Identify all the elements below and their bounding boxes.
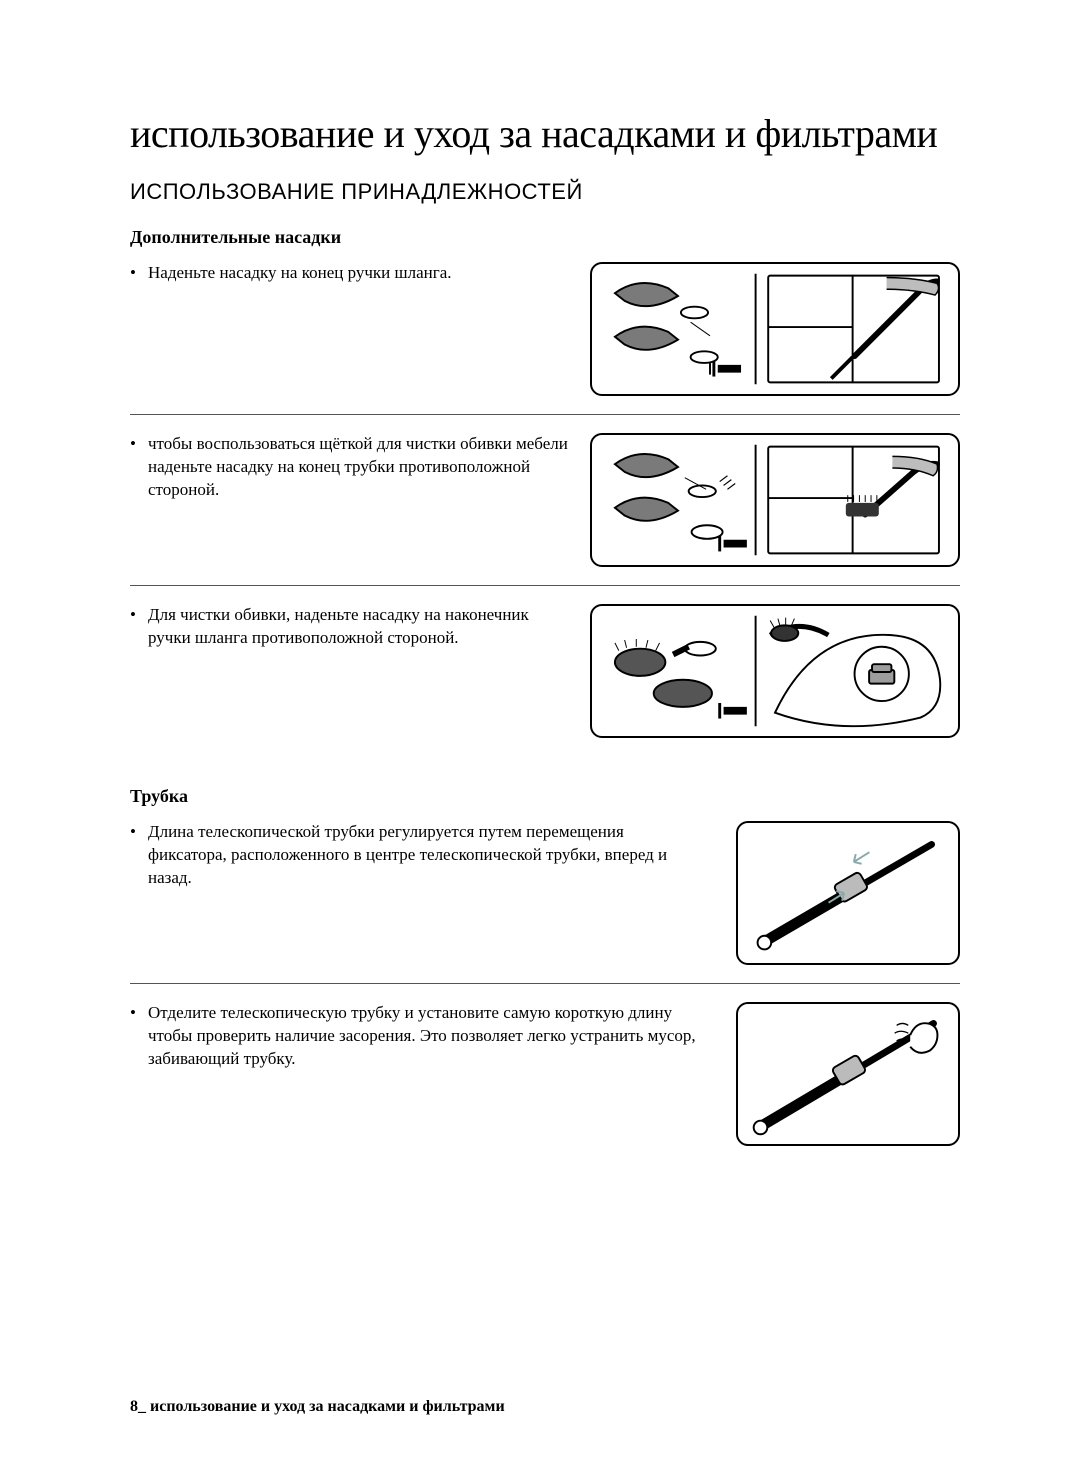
brush-diagram-icon <box>592 435 958 565</box>
bullet-icon: • <box>130 433 148 456</box>
manual-page: использование и уход за насадками и филь… <box>0 0 1080 1214</box>
illustration <box>590 604 960 738</box>
instruction-row: • Отделите телескопическую трубку и уста… <box>130 1002 960 1164</box>
instruction-body: чтобы воспользоваться щёткой для чистки … <box>148 433 570 502</box>
bullet-icon: • <box>130 604 148 627</box>
instruction-text: • Отделите телескопическую трубку и уста… <box>130 1002 736 1071</box>
instruction-row: • Длина телескопической трубки регулируе… <box>130 821 960 984</box>
bullet-icon: • <box>130 821 148 844</box>
page-footer: 8_ использование и уход за насадками и ф… <box>130 1398 505 1416</box>
telescopic-adjust-icon <box>738 823 958 963</box>
bullet-icon: • <box>130 262 148 285</box>
illustration <box>736 1002 960 1146</box>
instruction-text: • чтобы воспользоваться щёткой для чистк… <box>130 433 590 502</box>
instruction-body: Наденьте насадку на конец ручки шланга. <box>148 262 452 285</box>
instruction-row: • Наденьте насадку на конец ручки шланга… <box>130 262 960 415</box>
illustration <box>736 821 960 965</box>
instruction-body: Длина телескопической трубки регулируетс… <box>148 821 706 890</box>
bullet-icon: • <box>130 1002 148 1025</box>
subsection-pipe-title: Трубка <box>130 786 960 807</box>
instruction-text: • Длина телескопической трубки регулируе… <box>130 821 736 890</box>
accessory-diagram-icon <box>592 264 958 394</box>
instruction-row: • чтобы воспользоваться щёткой для чистк… <box>130 433 960 586</box>
instruction-text: • Для чистки обивки, наденьте насадку на… <box>130 604 590 650</box>
telescopic-check-icon <box>738 1004 958 1144</box>
page-title: использование и уход за насадками и филь… <box>130 110 960 157</box>
illustration <box>590 433 960 567</box>
instruction-body: Для чистки обивки, наденьте насадку на н… <box>148 604 570 650</box>
instruction-row: • Для чистки обивки, наденьте насадку на… <box>130 604 960 756</box>
subsection-accessories-title: Дополнительные насадки <box>130 227 960 248</box>
upholstery-diagram-icon <box>592 606 958 736</box>
section-title: ИСПОЛЬЗОВАНИЕ ПРИНАДЛЕЖНОСТЕЙ <box>130 179 960 205</box>
instruction-body: Отделите телескопическую трубку и устано… <box>148 1002 706 1071</box>
illustration <box>590 262 960 396</box>
instruction-text: • Наденьте насадку на конец ручки шланга… <box>130 262 590 285</box>
